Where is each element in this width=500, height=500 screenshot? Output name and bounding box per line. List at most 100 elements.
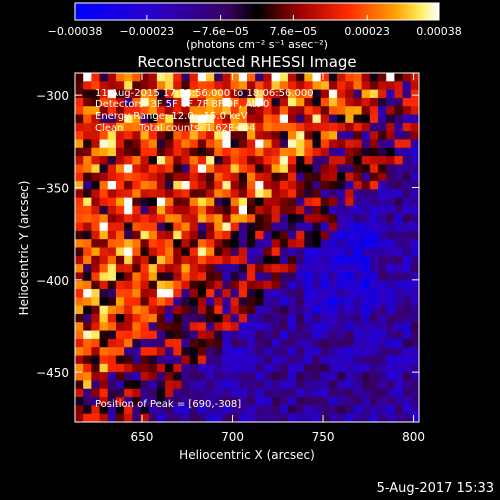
heatmap-cell (181, 172, 191, 182)
heatmap-cell (156, 397, 166, 406)
heatmap-cell (386, 355, 396, 365)
heatmap-cell (214, 255, 224, 265)
heatmap-cell (75, 413, 84, 422)
heatmap-cell (148, 264, 158, 274)
heatmap-cell (230, 255, 240, 265)
heatmap-cell (345, 139, 355, 149)
heatmap-cell (410, 372, 419, 382)
heatmap-cell (279, 272, 289, 282)
heatmap-cell (238, 289, 248, 298)
heatmap-cell (156, 305, 166, 315)
heatmap-cell (115, 372, 125, 382)
heatmap-cell (148, 214, 158, 224)
annotation-energy-range: Energy Range: 12.0 - 15.0 keV (95, 111, 248, 122)
heatmap-cell (156, 272, 166, 282)
heatmap-cell (328, 230, 338, 240)
heatmap-cell (83, 330, 92, 340)
heatmap-cell (410, 297, 419, 307)
heatmap-cell (124, 239, 133, 249)
heatmap-cell (181, 189, 191, 199)
heatmap-cell (107, 355, 117, 365)
heatmap-cell (410, 164, 419, 174)
heatmap-cell (173, 305, 183, 315)
heatmap-cell (287, 330, 297, 340)
heatmap-cell (189, 205, 199, 215)
heatmap-cell (124, 305, 133, 315)
heatmap-cell (386, 106, 396, 116)
heatmap-cell (328, 397, 338, 406)
heatmap-cell (353, 81, 363, 91)
heatmap-cell (115, 222, 125, 232)
heatmap-cell (173, 322, 183, 332)
heatmap-cell (386, 280, 396, 290)
heatmap-cell (345, 289, 355, 298)
heatmap-cell (369, 189, 379, 199)
heatmap-cell (156, 289, 166, 298)
heatmap-cell (271, 81, 281, 91)
heatmap-cell (394, 181, 404, 190)
heatmap-cell (115, 305, 125, 315)
heatmap-cell (287, 405, 297, 415)
heatmap-cell (140, 189, 150, 199)
heatmap-cell (230, 147, 240, 157)
heatmap-cell (328, 106, 338, 116)
heatmap-cell (271, 322, 281, 332)
heatmap-cell (337, 164, 346, 174)
heatmap-cell (189, 380, 199, 390)
heatmap-cell (279, 156, 289, 166)
heatmap-cell (156, 81, 166, 91)
heatmap-cell (328, 89, 338, 99)
heatmap-cell (173, 189, 183, 199)
heatmap-cell (214, 372, 224, 382)
colorbar-tick-label: −7.6e−05 (192, 25, 249, 38)
heatmap-cell (263, 106, 273, 116)
heatmap-cell (99, 197, 109, 207)
heatmap-cell (402, 372, 412, 382)
heatmap-cell (83, 322, 92, 332)
heatmap-cell (361, 181, 371, 190)
heatmap-cell (279, 338, 289, 348)
heatmap-cell (165, 297, 174, 307)
heatmap-cell (247, 247, 256, 257)
heatmap-cell (206, 222, 215, 232)
heatmap-cell (238, 255, 248, 265)
heatmap-cell (173, 122, 183, 132)
heatmap-cell (230, 247, 240, 257)
heatmap-cell (247, 114, 256, 124)
heatmap-cell (173, 81, 183, 91)
heatmap-cell (75, 355, 84, 365)
heatmap-cell (91, 280, 101, 290)
heatmap-cell (238, 380, 248, 390)
colorbar-tick-label: −0.00023 (119, 25, 174, 38)
heatmap-cell (165, 139, 174, 149)
heatmap-cell (369, 372, 379, 382)
heatmap-cell (238, 97, 248, 107)
heatmap-cell (247, 388, 256, 398)
heatmap-cell (148, 372, 158, 382)
heatmap-cell (353, 205, 363, 215)
heatmap-cell (402, 73, 412, 82)
heatmap-cell (296, 388, 305, 398)
heatmap-cell (361, 247, 371, 257)
heatmap-cell (107, 197, 117, 207)
heatmap-cell (271, 330, 281, 340)
heatmap-cell (214, 73, 224, 82)
heatmap-cell (402, 172, 412, 182)
heatmap-cell (247, 222, 256, 232)
heatmap-cell (165, 89, 174, 99)
heatmap-cell (124, 247, 133, 257)
heatmap-cell (337, 139, 346, 149)
heatmap-cell (263, 347, 273, 357)
heatmap-cell (189, 305, 199, 315)
heatmap-cell (148, 164, 158, 174)
heatmap-cell (107, 156, 117, 166)
heatmap-cell (99, 272, 109, 282)
heatmap-cell (296, 81, 305, 91)
heatmap-cell (402, 388, 412, 398)
heatmap-cell (287, 164, 297, 174)
heatmap-cell (386, 230, 396, 240)
heatmap-cell (230, 230, 240, 240)
heatmap-cell (361, 189, 371, 199)
heatmap-cell (345, 347, 355, 357)
heatmap-cell (214, 164, 224, 174)
